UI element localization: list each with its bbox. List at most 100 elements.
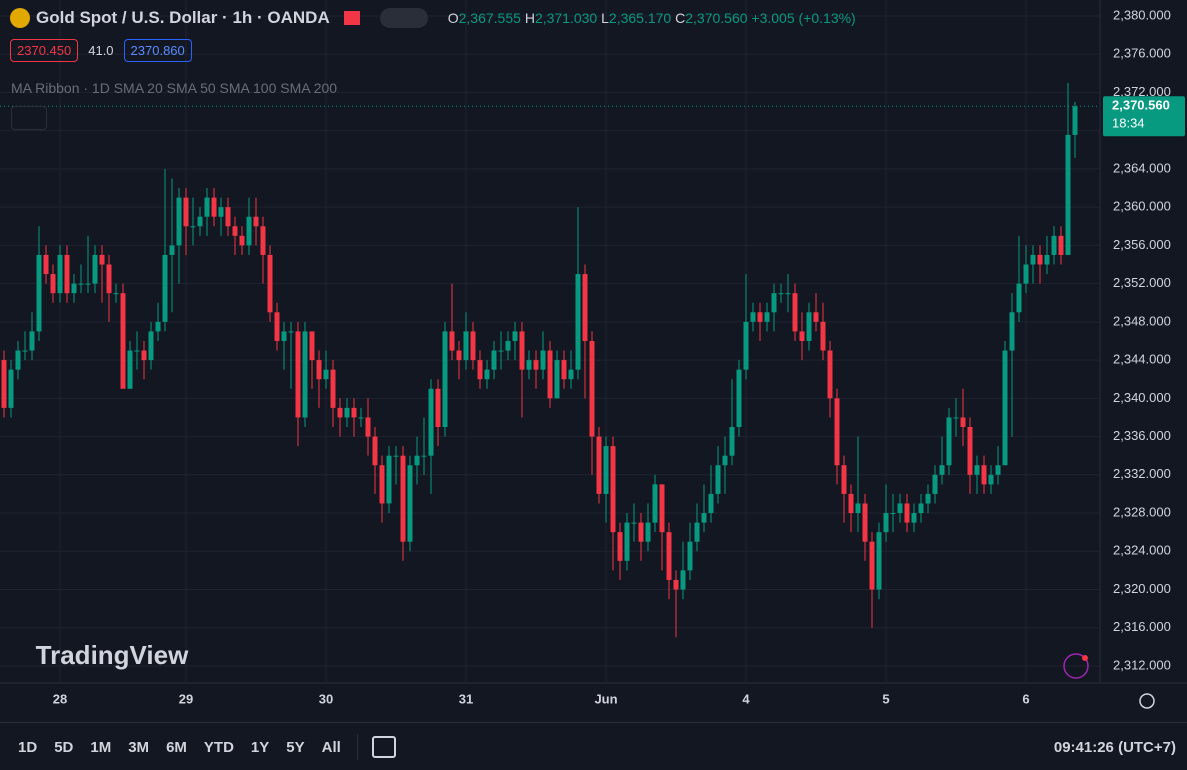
candle-body [533, 360, 539, 370]
y-tick-label: 2,340.000 [1113, 390, 1171, 405]
candle-body [232, 226, 238, 236]
candle-body [848, 493, 854, 514]
candle-body [1065, 134, 1071, 255]
candle-body [302, 331, 308, 418]
candle-body [477, 360, 483, 380]
candle-body [337, 407, 343, 418]
flag-icon[interactable] [343, 11, 360, 25]
candle-body [386, 455, 392, 504]
watermark: TradingView [36, 640, 189, 670]
candle-body [995, 465, 1001, 475]
candle-body [1072, 106, 1078, 135]
candle-body [379, 465, 385, 504]
range-button[interactable]: 3M [128, 738, 150, 756]
settings-icon[interactable] [1139, 693, 1155, 709]
candle-body [743, 321, 749, 370]
candle-body [344, 407, 350, 418]
candle-body [148, 331, 154, 361]
candle-body [407, 465, 413, 542]
candle-body [610, 446, 616, 533]
countdown: 18:34 [1112, 116, 1145, 131]
status-pill[interactable] [379, 8, 428, 28]
candle-body [701, 513, 707, 523]
candle-body [575, 274, 581, 370]
last-price-box [1103, 96, 1185, 137]
candle-body [260, 226, 266, 255]
candle-body [967, 427, 973, 475]
c-value: 2,370.560 [685, 10, 748, 26]
c-key: C [675, 10, 686, 26]
candle-body [463, 331, 469, 361]
candle-body [722, 455, 728, 466]
candle-body [1, 360, 7, 408]
range-button[interactable]: 6M [166, 738, 187, 756]
candle-body [869, 541, 875, 590]
candle-body [953, 417, 959, 419]
y-tick-label: 2,360.000 [1113, 199, 1171, 214]
candle-body [1023, 264, 1029, 284]
candle-body [1016, 283, 1022, 313]
candle-body [183, 197, 189, 227]
candle-body [372, 436, 378, 466]
y-tick-label: 2,364.000 [1113, 160, 1171, 175]
candle-body [897, 503, 903, 514]
candle-body [57, 254, 63, 294]
candle-body [778, 293, 784, 295]
clock[interactable]: 09:41:26 (UTC+7) [1053, 738, 1176, 756]
date-range-icon[interactable] [371, 736, 396, 758]
candle-body [295, 331, 301, 418]
candle-body [365, 417, 371, 437]
candle-body [960, 417, 966, 428]
candle-body [1030, 254, 1036, 265]
last-price-label: 2,370.560 [1112, 98, 1170, 113]
candle-body [267, 254, 273, 313]
range-button[interactable]: All [321, 738, 341, 756]
candle-body [806, 312, 812, 341]
candle-body [141, 350, 147, 361]
candle-body [946, 417, 952, 466]
y-tick-label: 2,316.000 [1113, 619, 1171, 634]
range-button[interactable]: 5Y [286, 738, 305, 756]
x-tick-label: 29 [179, 691, 193, 706]
candle-body [925, 493, 931, 504]
collapse-button[interactable] [11, 106, 47, 130]
range-button[interactable]: 1D [18, 738, 38, 756]
x-tick-label: 31 [459, 691, 473, 706]
y-tick-label: 2,352.000 [1113, 275, 1171, 290]
toolbar: 1D 5D 1M 3M 6M YTD 1Y 5Y All 09:41:26 (UTC+7) [0, 722, 1187, 770]
candle-body [568, 369, 574, 380]
header: Gold Spot / U.S. Dollar · 1h · OANDA O2,… [10, 8, 856, 28]
candle-body [729, 427, 735, 456]
candle-body [71, 283, 77, 294]
candle-body [162, 254, 168, 322]
range-button[interactable]: 1M [90, 738, 112, 756]
ask[interactable]: 2370.860 [123, 39, 192, 62]
bid[interactable]: 2370.450 [10, 39, 79, 62]
candle-body [1037, 254, 1043, 265]
o-value: 2,367.555 [458, 10, 521, 26]
y-tick-label: 2,324.000 [1113, 543, 1171, 558]
alert-icon[interactable] [1063, 653, 1089, 679]
candle-body [582, 274, 588, 341]
candle-body [659, 484, 665, 533]
x-tick-label: 6 [1022, 691, 1029, 706]
y-tick-label: 2,320.000 [1113, 581, 1171, 596]
candle-body [211, 197, 217, 217]
range-button[interactable]: 1Y [250, 738, 270, 756]
symbol-title[interactable]: Gold Spot / U.S. Dollar · 1h · OANDA [36, 8, 330, 27]
candle-body [540, 350, 546, 370]
candle-body [505, 340, 511, 351]
candle-body [736, 369, 742, 428]
y-tick-label: 2,332.000 [1113, 466, 1171, 481]
candle-body [890, 513, 896, 515]
quote-row: 2370.450 41.0 2370.860 [10, 39, 192, 62]
symbol-icon [10, 8, 30, 28]
y-tick-label: 2,372.000 [1113, 84, 1171, 99]
range-button[interactable]: 5D [54, 738, 74, 756]
candle-body [498, 350, 504, 352]
range-button[interactable]: YTD [203, 738, 234, 756]
candle-body [827, 350, 833, 399]
candle-body [918, 503, 924, 514]
l-value: 2,365.170 [608, 10, 672, 26]
